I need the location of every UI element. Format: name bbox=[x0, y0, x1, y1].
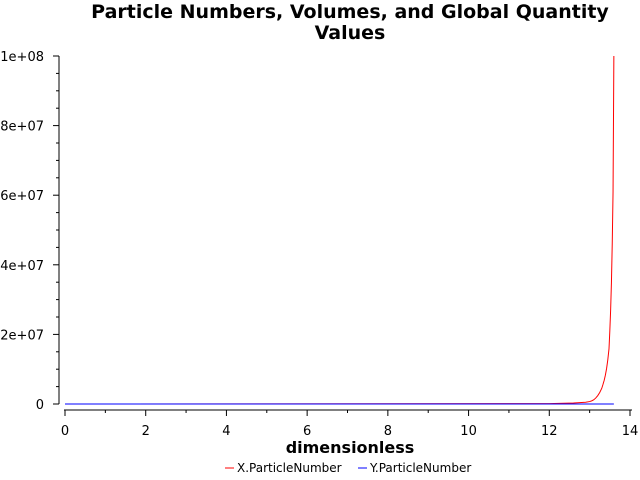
plot-area bbox=[64, 55, 615, 405]
legend: X.ParticleNumber Y.ParticleNumber bbox=[225, 461, 471, 475]
y-tick-label: 2e+07 bbox=[0, 328, 44, 343]
x-tick-label: 12 bbox=[541, 424, 558, 439]
chart-title-line-2: Values bbox=[315, 22, 386, 44]
x-axis-label: dimensionless bbox=[286, 438, 415, 457]
x-tick-label: 10 bbox=[460, 424, 477, 439]
legend-label-x-particlenumber: X.ParticleNumber bbox=[237, 461, 342, 475]
y-tick-label: 6e+07 bbox=[0, 189, 44, 204]
x-tick-label: 2 bbox=[142, 424, 150, 439]
y-axis-ticks: 0 2e+07 4e+07 6e+07 8e+07 1e+08 bbox=[0, 50, 59, 413]
y-tick-label: 8e+07 bbox=[0, 120, 44, 135]
x-tick-label: 14 bbox=[622, 424, 639, 439]
x-axis-ticks: 0 2 4 6 8 10 12 14 bbox=[61, 410, 638, 439]
y-tick-label: 1e+08 bbox=[0, 50, 44, 65]
chart-title-line-1: Particle Numbers, Volumes, and Global Qu… bbox=[91, 1, 609, 23]
series-line-x-particlenumber bbox=[64, 55, 615, 405]
y-tick-label: 4e+07 bbox=[0, 259, 44, 274]
y-tick-label: 0 bbox=[36, 398, 44, 413]
x-tick-label: 0 bbox=[61, 424, 69, 439]
x-tick-label: 8 bbox=[384, 424, 392, 439]
x-tick-label: 4 bbox=[222, 424, 230, 439]
x-tick-label: 6 bbox=[303, 424, 311, 439]
legend-label-y-particlenumber: Y.ParticleNumber bbox=[369, 461, 471, 475]
